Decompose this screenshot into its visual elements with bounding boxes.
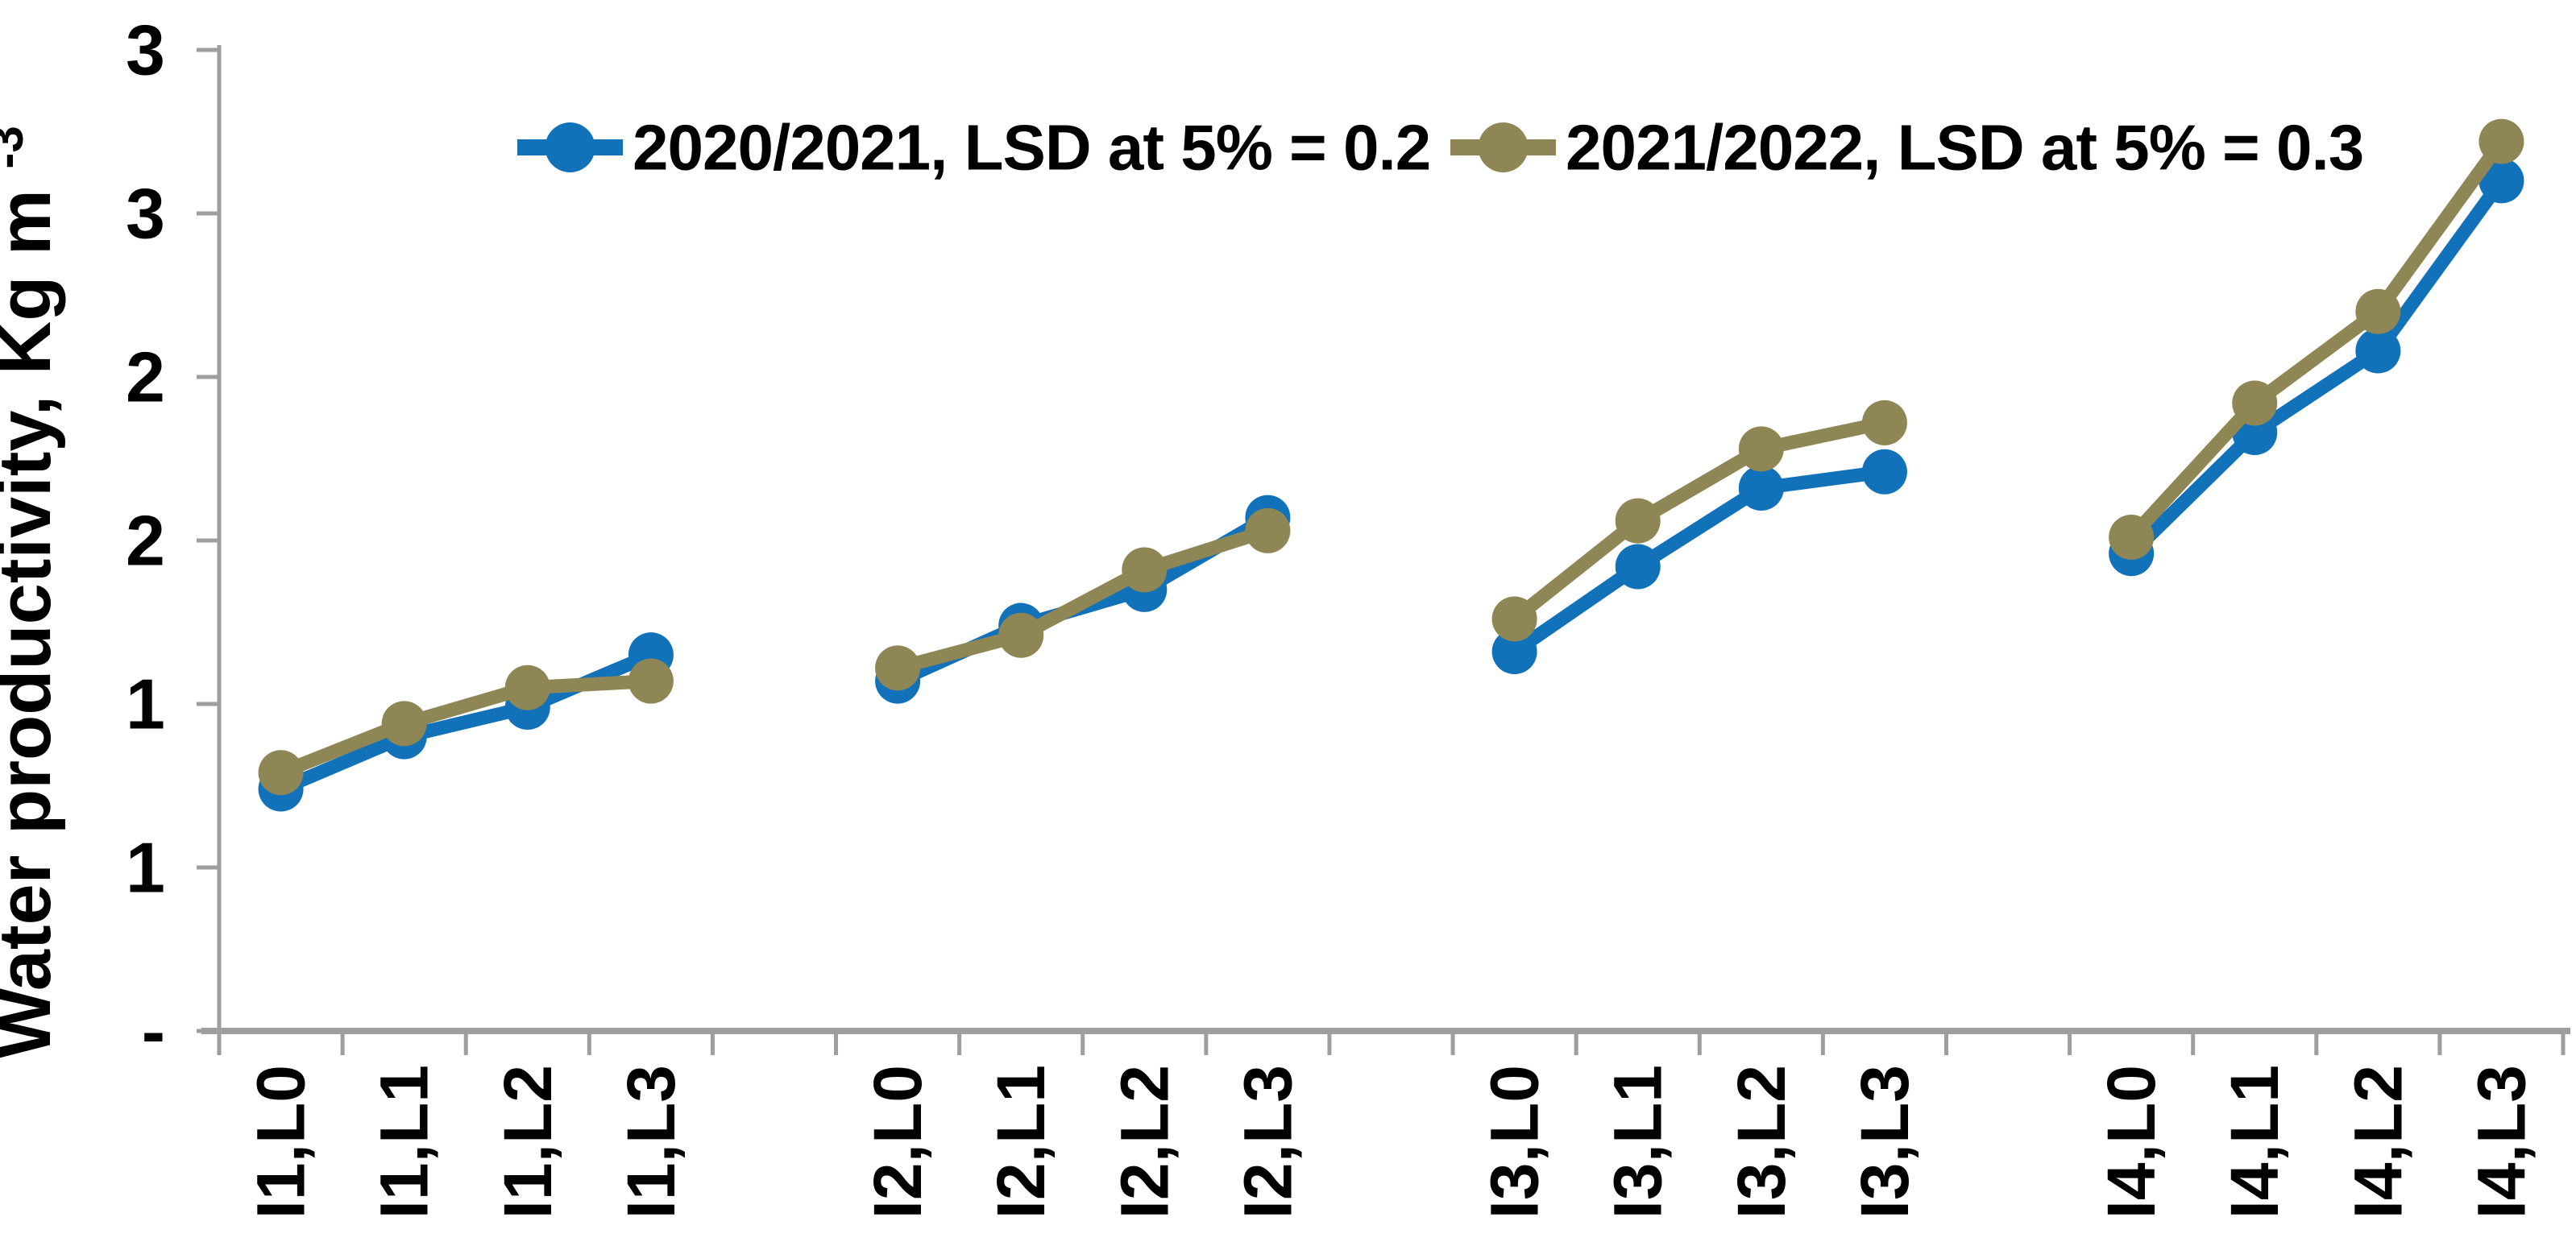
y-tick-label: - — [142, 992, 165, 1071]
data-point-marker — [1122, 547, 1168, 593]
x-category-label: I3,L1 — [1600, 1065, 1676, 1219]
x-category-label: I1,L2 — [490, 1065, 566, 1219]
x-category-label: I1,L3 — [613, 1065, 689, 1219]
data-point-marker — [2479, 118, 2524, 164]
y-tick-label: 3 — [126, 174, 165, 254]
data-point-marker — [2232, 380, 2278, 426]
legend-label: 2020/2021, LSD at 5% = 0.2 — [633, 112, 1430, 184]
x-category-label: I2,L0 — [860, 1065, 935, 1219]
series-line-segment — [274, 674, 658, 780]
axes-layer — [197, 45, 2570, 1055]
data-point-marker — [2355, 288, 2401, 334]
data-point-marker — [1491, 596, 1537, 642]
x-category-label: I4,L1 — [2217, 1065, 2292, 1219]
series-line-segment — [1508, 465, 1892, 659]
x-category-label: I4,L2 — [2340, 1065, 2416, 1219]
series-line-segment — [2124, 135, 2508, 544]
legend-label: 2021/2022, LSD at 5% = 0.3 — [1566, 112, 2363, 184]
x-category-label: I3,L2 — [1724, 1065, 1799, 1219]
data-point-marker — [1245, 507, 1291, 553]
series-layer — [258, 118, 2524, 812]
y-axis-title: Water productivity, Kg m -3 — [0, 126, 66, 1058]
data-point-marker — [504, 664, 550, 710]
data-point-marker — [381, 701, 427, 747]
legend-marker-circle — [1478, 122, 1529, 172]
series-line-segment — [274, 648, 658, 797]
data-point-marker — [1738, 466, 1784, 511]
y-tick-label: 2 — [126, 501, 165, 581]
x-category-label: I2,L1 — [983, 1065, 1059, 1219]
x-category-label: I2,L2 — [1106, 1065, 1182, 1219]
x-category-label: I1,L0 — [243, 1065, 319, 1219]
legend: 2020/2021, LSD at 5% = 0.2 2021/2022, LSD… — [517, 112, 2364, 184]
data-point-marker — [628, 658, 674, 704]
axis-labels-layer: - 1 1 2 2 3 3 I1,L0 I1,L1 I1,L2 I1,L3 I2,L0 I2,L1 I2,… — [126, 10, 2539, 1219]
y-tick-label: 3 — [126, 10, 165, 90]
x-category-label: I4,L3 — [2463, 1065, 2539, 1219]
data-point-marker — [998, 612, 1044, 658]
data-point-marker — [1738, 426, 1784, 472]
y-tick-label: 2 — [126, 337, 165, 417]
y-tick-label: 1 — [126, 664, 165, 744]
x-category-label: I4,L0 — [2093, 1065, 2169, 1219]
data-point-marker — [1491, 629, 1537, 675]
y-axis-title-superscript: -3 — [0, 126, 33, 168]
data-point-marker — [2355, 328, 2401, 374]
series-line-segment — [890, 524, 1275, 675]
legend-marker-circle — [545, 122, 595, 172]
series-olive-2021-2022 — [258, 118, 2524, 796]
x-category-label: I3,L3 — [1847, 1065, 1923, 1219]
series-line-segment — [2124, 173, 2508, 561]
data-point-marker — [2109, 514, 2155, 560]
data-point-marker — [1615, 498, 1661, 544]
data-point-marker — [258, 750, 304, 796]
series-line-segment — [1508, 416, 1892, 626]
x-category-label: I2,L3 — [1230, 1065, 1305, 1219]
data-point-marker — [1861, 400, 1907, 445]
data-point-marker — [875, 645, 921, 691]
data-point-marker — [1615, 544, 1661, 590]
x-category-label: I1,L1 — [367, 1065, 442, 1219]
data-point-marker — [2479, 158, 2524, 204]
data-point-marker — [1861, 449, 1907, 495]
y-tick-label: 1 — [126, 828, 165, 908]
legend-entry: 2020/2021, LSD at 5% = 0.2 — [517, 112, 1431, 184]
x-category-label: I3,L0 — [1477, 1065, 1553, 1219]
y-axis-title-text: Water productivity, Kg m — [0, 189, 66, 1058]
legend-entry: 2021/2022, LSD at 5% = 0.3 — [1450, 112, 2364, 184]
